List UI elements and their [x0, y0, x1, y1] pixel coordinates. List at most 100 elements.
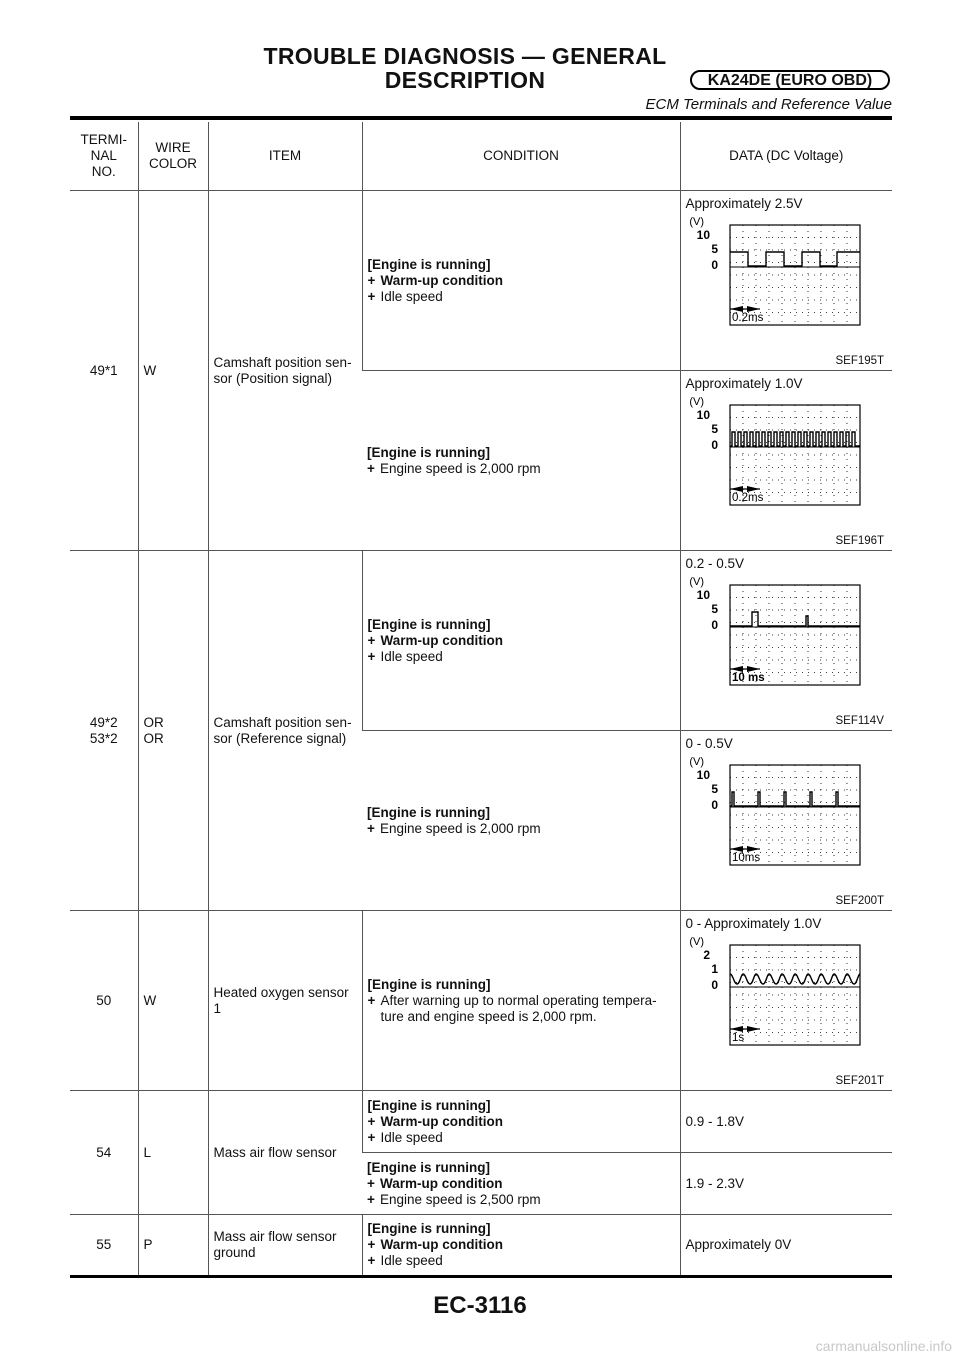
scope-scale-label: 10: [696, 768, 710, 782]
wire-color-cell: OR OR: [137, 550, 208, 911]
terminal-cell: 49*1: [70, 190, 138, 551]
scope-waveform: [729, 431, 860, 447]
dc-voltage-value: 0.2 - 0.5V: [685, 556, 745, 571]
text-line: ground: [213, 1245, 256, 1260]
page-title: TROUBLE DIAGNOSIS — GENERAL DESCRIPTION: [240, 44, 690, 92]
terminal-cell: 49*2 53*2: [70, 550, 138, 911]
condition-bullet: Engine speed is 2,000 rpm: [367, 821, 680, 837]
scope-scale-label: 10: [696, 228, 710, 242]
engine-badge: KA24DE (EURO OBD): [690, 70, 890, 90]
text-line: Mass air flow sensor: [213, 1229, 337, 1244]
oscilloscope-figure: (V) 10 5 0 0.2ms SEF195T: [686, 217, 893, 370]
data-cell: 0 - 0.5V (V) 10 5 0 10ms SEF200T: [679, 730, 893, 911]
scope-scale-label: 10: [696, 408, 710, 422]
table-row: 55 P Mass air flow sensor ground [Engine is …: [70, 1214, 892, 1278]
table-row: [Engine is running]Engine speed is 2,000…: [70, 730, 893, 911]
text-line: sor (Reference signal): [213, 730, 347, 746]
text-line: OR: [143, 730, 164, 746]
header-terminal: TERMI- NAL NO.: [70, 122, 138, 191]
table-row: 49*2 53*2 OR OR Camshaft position sen-sor (R…: [70, 550, 892, 911]
data-cell: 0 - Approximately 1.0V (V) 2 1 0 1s SEF201T: [679, 910, 893, 1091]
condition-heading: [Engine is running]: [367, 256, 491, 272]
scope-time-division-label: 10ms: [732, 852, 760, 864]
figure-code: SEF200T: [835, 895, 885, 907]
dc-voltage-value: 0 - Approximately 1.0V: [685, 916, 822, 931]
table-row: 49*1 W Camshaft position sen-sor (Position…: [70, 190, 893, 551]
scope-time-division-label: 1s: [732, 1032, 744, 1044]
oscilloscope-figure: (V) 2 1 0 1s SEF201T: [686, 937, 893, 1090]
condition-bullet: Idle speed: [368, 649, 680, 665]
table-row: 50 W Heated oxygen sensor 1 [Engine is runni…: [70, 910, 893, 1091]
condition-bullet: Warm-up condition: [367, 1176, 680, 1192]
scope-scale-label: 0: [711, 258, 718, 272]
text-line: L: [143, 1144, 152, 1160]
scope-unit-label: (V): [689, 937, 704, 948]
condition-cell: [Engine is running]Warm-up conditionIdle…: [361, 1214, 680, 1278]
text-line: Camshaft position sen-: [213, 354, 352, 370]
condition-bullet: After warning up to normal operating tem…: [368, 993, 680, 1025]
condition-heading: [Engine is running]: [367, 976, 491, 992]
dc-voltage-value: 1.9 - 2.3V: [685, 1175, 745, 1191]
header-rule: [70, 116, 892, 120]
terminal-cell: 50: [70, 910, 138, 1091]
data-cell: Approximately 2.5V (V) 10 5 0 0.2ms SEF195T: [679, 190, 893, 371]
scope-waveform: [729, 611, 860, 627]
text-line: 49*2: [89, 714, 118, 730]
text-line: sor (Position signal): [213, 370, 333, 386]
condition-bullet: Engine speed is 2,500 rpm: [367, 1192, 680, 1208]
condition-cell: [Engine is running]Engine speed is 2,000…: [362, 730, 680, 911]
oscilloscope-figure: (V) 10 5 0 10ms SEF200T: [686, 757, 893, 910]
scope-scale-label: 0: [711, 978, 718, 992]
header-wire-color: WIRE COLOR: [137, 122, 208, 191]
text-line: 55: [96, 1237, 112, 1252]
text-line: 50: [96, 992, 112, 1008]
figure-code: SEF114V: [835, 715, 884, 727]
terminal-cell: 54: [70, 1090, 138, 1215]
dc-voltage-value: 0.9 - 1.8V: [685, 1113, 745, 1129]
condition-block: [Engine is running]Warm-up conditionIdle…: [368, 1098, 680, 1146]
condition-block: [Engine is running]Warm-up conditionIdle…: [368, 617, 680, 665]
condition-heading: [Engine is running]: [367, 1159, 490, 1175]
condition-bullet: Warm-up condition: [368, 273, 680, 289]
header-item: ITEM: [207, 122, 362, 191]
condition-bullet: Warm-up condition: [368, 633, 680, 649]
condition-bullet: Warm-up condition: [368, 1237, 680, 1253]
condition-block: [Engine is running]Engine speed is 2,000…: [367, 445, 680, 477]
item-cell: Heated oxygen sensor 1: [207, 910, 362, 1091]
condition-bullet: Warm-up condition: [368, 1114, 680, 1130]
text-line: Camshaft position sen-: [213, 714, 352, 730]
condition-block: [Engine is running]After warning up to n…: [368, 977, 680, 1025]
text-line: P: [143, 1237, 153, 1252]
condition-block: [Engine is running]Warm-up conditionIdle…: [368, 1221, 680, 1269]
condition-bullet: Idle speed: [368, 1130, 680, 1146]
scope-time-division-label: 10 ms: [732, 672, 765, 684]
figure-code: SEF201T: [835, 1075, 885, 1087]
condition-bullet: Idle speed: [368, 1253, 680, 1269]
page-title-line2: DESCRIPTION: [384, 67, 546, 93]
page-number: EC-3116: [433, 1292, 527, 1319]
condition-cell: [Engine is running]Warm-up conditionIdle…: [361, 550, 680, 731]
watermark: carmanualsonline.info: [815, 1338, 952, 1354]
condition-cell: [Engine is running]Warm-up conditionIdle…: [361, 1090, 680, 1153]
text-line: 49*1: [89, 362, 118, 378]
text-line: W: [143, 362, 157, 378]
dc-voltage-value: Approximately 2.5V: [685, 196, 803, 211]
condition-heading: [Engine is running]: [367, 616, 491, 632]
item-cell: Camshaft position sen-sor (Position sign…: [207, 190, 362, 551]
text-line: 1: [213, 1000, 222, 1016]
oscilloscope-svg: (V)21 0 1s: [689, 937, 861, 1046]
section-subtitle: ECM Terminals and Reference Value: [645, 96, 892, 113]
terminal-cell: 55: [70, 1214, 138, 1278]
scope-scale-label: 10: [696, 588, 710, 602]
data-cell: Approximately 1.0V (V) 10 5 0 0.2ms SEF196T: [679, 370, 892, 551]
text-line: W: [143, 992, 157, 1008]
wire-color-cell: W: [137, 910, 208, 1091]
scope-unit-label: (V): [689, 217, 704, 228]
condition-block: [Engine is running]Warm-up conditionEngi…: [367, 1160, 680, 1208]
condition-bullet: Idle speed: [368, 289, 680, 305]
condition-block: [Engine is running]Warm-up conditionIdle…: [368, 257, 680, 305]
text-line: Heated oxygen sensor: [213, 984, 349, 1000]
dc-voltage-value: Approximately 1.0V: [685, 376, 803, 391]
scope-scale-label: 0: [711, 618, 718, 632]
table-row: 54 L Mass air flow sensor [Engine is runnin…: [70, 1090, 892, 1215]
